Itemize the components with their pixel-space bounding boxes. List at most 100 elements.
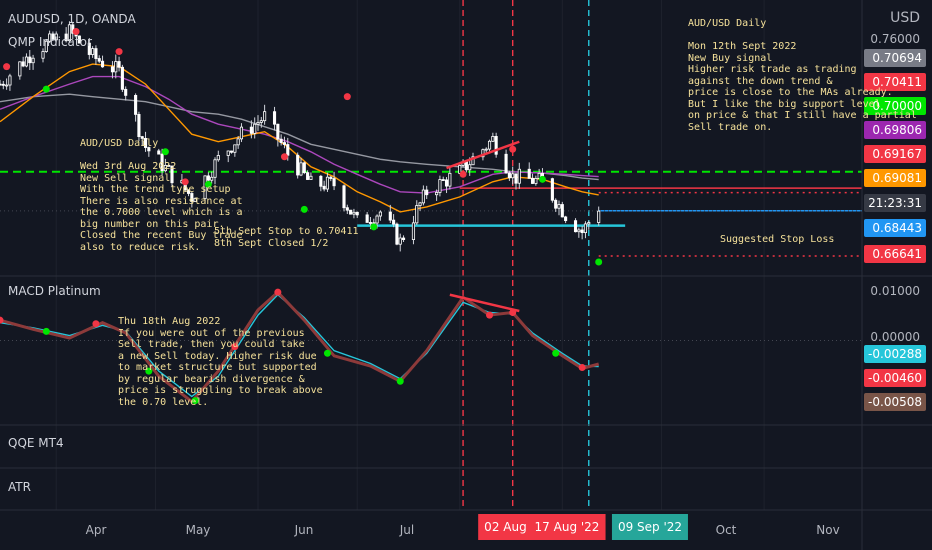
macd-signal-dot-2[interactable] (92, 320, 100, 328)
price-signal-dot-3[interactable] (115, 48, 123, 56)
candle-body-56 (256, 122, 260, 125)
candle-body-37 (167, 165, 171, 167)
candle-body-114 (527, 168, 531, 179)
candle-body-121 (557, 204, 561, 209)
candle-body-53 (239, 126, 244, 140)
candle-body-2 (5, 84, 9, 87)
price-pane[interactable] (0, 0, 862, 510)
macd-signal-dot-6[interactable] (274, 288, 282, 296)
macd-badge-0: -0.00288 (864, 345, 926, 363)
candle-body-3 (8, 75, 12, 86)
candle-body-124 (573, 220, 578, 233)
candle-body-92 (421, 189, 425, 204)
macd-signal-dot-0[interactable] (0, 316, 4, 324)
macd-badge-2: -0.00508 (864, 393, 926, 411)
price-signal-dot-4[interactable] (161, 148, 169, 156)
price-signal-dot-1[interactable] (42, 85, 50, 93)
price-signal-dot-0[interactable] (3, 63, 11, 71)
stop-loss-note: Suggested Stop Loss (720, 234, 835, 245)
candle-body-90 (415, 205, 419, 224)
macd-signal-dot-5[interactable] (231, 343, 239, 351)
macd-signal-dot-11[interactable] (552, 349, 560, 357)
candle-body-55 (253, 123, 257, 134)
candle-body-82 (375, 215, 379, 224)
price-signal-dot-7[interactable] (280, 153, 288, 161)
macd-signal-dot-4[interactable] (191, 397, 199, 405)
candle-body-62 (282, 142, 287, 145)
atr-pane-label[interactable]: ATR (8, 480, 31, 494)
candle-body-54 (249, 126, 253, 134)
price-signal-dot-6[interactable] (204, 180, 212, 188)
macd-signal-dot-8[interactable] (396, 377, 404, 385)
macd-signal-dot-12[interactable] (578, 364, 586, 372)
month-label-jun: Jun (294, 523, 314, 537)
candle-body-1 (1, 83, 5, 86)
macd-divergence-line (449, 293, 520, 313)
candle-body-23 (100, 60, 105, 68)
macd-signal-dot-7[interactable] (323, 349, 331, 357)
candle-body-88 (401, 237, 406, 241)
macd-signal-dot-10[interactable] (509, 309, 517, 317)
candle-body-8 (31, 57, 35, 64)
price-badge-3: 0.69806 (864, 121, 926, 139)
candle-body-43 (193, 198, 197, 202)
candle-body-4 (18, 61, 22, 77)
candle-body-7 (28, 56, 32, 64)
price-signal-dot-12[interactable] (509, 145, 517, 153)
candle-body-84 (388, 211, 392, 221)
price-signal-dot-14[interactable] (595, 258, 603, 266)
candle-body-48 (216, 155, 220, 161)
macd-signal-dot-9[interactable] (486, 311, 494, 319)
macd-signal-dot-3[interactable] (145, 367, 153, 375)
price-signal-dot-13[interactable] (538, 175, 546, 183)
candle-body-109 (504, 153, 508, 174)
candle-body-98 (448, 172, 452, 187)
candle-body-18 (77, 35, 81, 44)
candle-body-66 (302, 162, 306, 174)
candle-body-30 (137, 114, 141, 138)
candle-body-36 (163, 165, 167, 172)
candle-body-51 (233, 144, 237, 153)
price-badge-1: 0.70411 (864, 73, 926, 91)
candle-body-45 (206, 175, 210, 181)
price-axis-top-label: 0.76000 (870, 32, 920, 46)
symbol-title: AUDUSD, 1D, OANDA (8, 12, 136, 26)
candle-body-70 (322, 185, 326, 190)
candle-body-83 (378, 211, 382, 217)
macd-main-line (0, 290, 600, 404)
price-signal-dot-10[interactable] (370, 223, 378, 231)
candle-body-38 (170, 165, 174, 184)
price-signal-dot-8[interactable] (300, 205, 308, 213)
price-signal-dot-11[interactable] (459, 170, 467, 178)
candle-body-9 (41, 51, 45, 59)
macd-signal-dot-1[interactable] (42, 327, 50, 335)
candle-body-74 (342, 185, 346, 209)
candle-body-58 (263, 111, 267, 122)
price-badge-7: 0.68443 (864, 219, 926, 237)
candle-body-12 (51, 33, 55, 41)
price-signal-dot-9[interactable] (343, 93, 351, 101)
candle-body-122 (560, 204, 564, 218)
price-signal-dot-2[interactable] (72, 28, 80, 36)
candle-body-77 (352, 211, 356, 215)
candle-body-72 (329, 176, 333, 179)
candle-body-85 (392, 219, 396, 225)
candle-body-94 (435, 192, 439, 196)
stop-note: 5th Sept Stop to 0.70411 8th Sept Closed… (214, 226, 359, 249)
macd-pane-label[interactable]: MACD Platinum (8, 284, 101, 298)
indicator-label[interactable]: QMP Indicator (8, 35, 92, 49)
candle-body-91 (418, 202, 422, 206)
candle-body-127 (583, 223, 588, 234)
qqe-pane-label[interactable]: QQE MT4 (8, 436, 64, 450)
candle-body-97 (444, 179, 449, 187)
candle-body-13 (54, 33, 58, 41)
candle-body-28 (124, 88, 128, 96)
candle-body-20 (91, 48, 95, 55)
candle-body-27 (120, 66, 124, 90)
candle-body-41 (186, 189, 191, 194)
candle-body-22 (97, 58, 101, 62)
macd-pane[interactable] (0, 288, 862, 405)
price-signal-dot-5[interactable] (181, 178, 189, 186)
